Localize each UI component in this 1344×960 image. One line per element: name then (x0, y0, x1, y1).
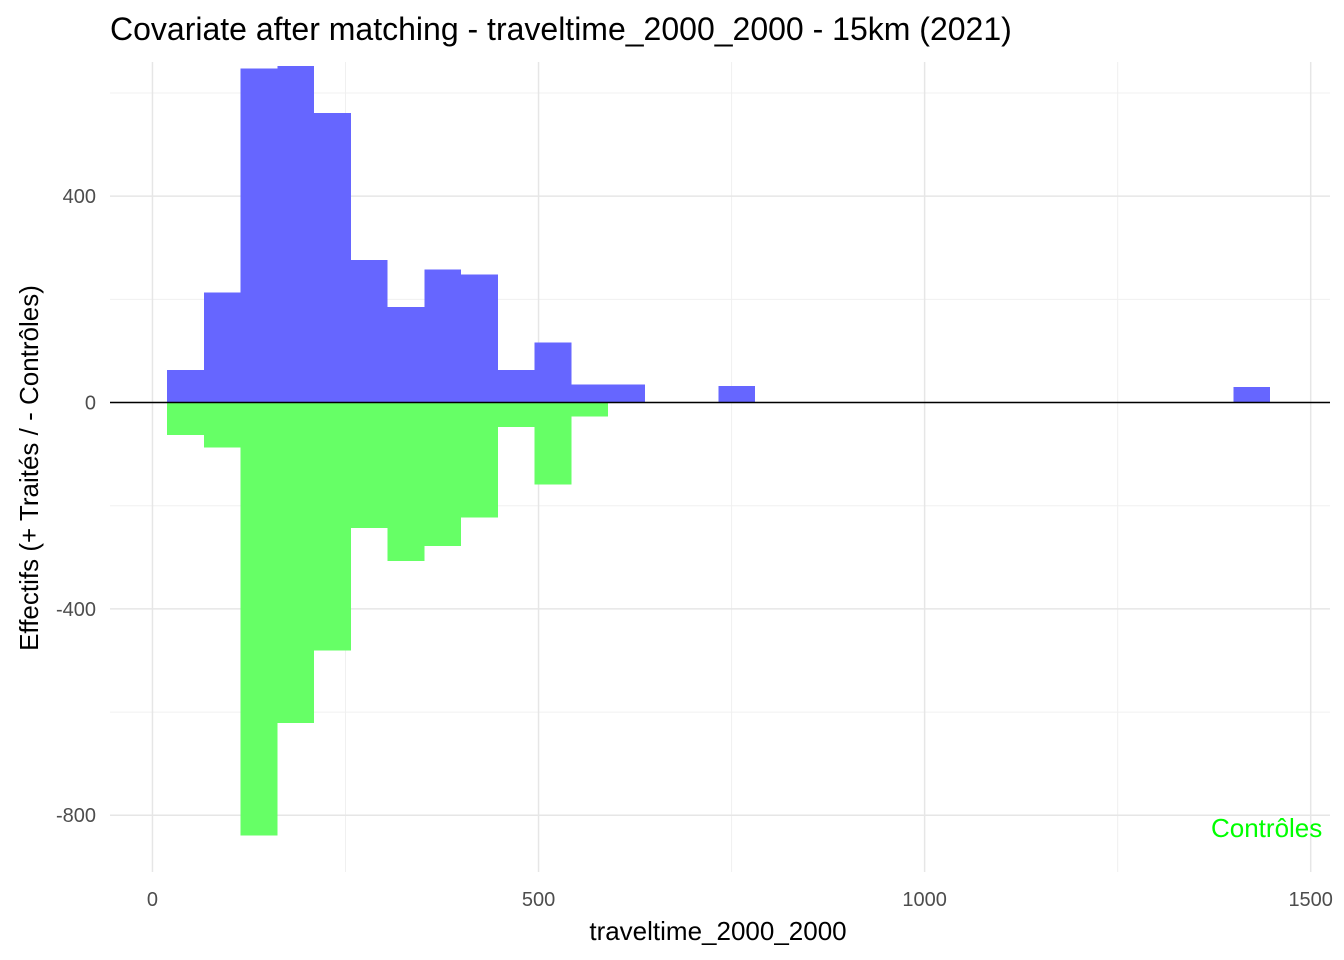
bar-controles (314, 402, 351, 651)
x-tick-label: 1500 (1288, 889, 1333, 911)
bar-traites (277, 66, 315, 403)
x-tick-label: 1000 (902, 889, 947, 911)
y-tick-labels: -800 -400 0 400 (56, 186, 96, 827)
bar-traites (497, 370, 535, 403)
bar-controles (240, 402, 278, 836)
bar-traites (350, 260, 388, 403)
bar-traites (571, 384, 609, 403)
x-tick-label: 500 (522, 889, 555, 911)
bar-controles (350, 402, 388, 528)
bar-controles (277, 402, 315, 723)
bar-traites (1233, 387, 1271, 403)
bar-traites (718, 386, 756, 403)
bar-traites (608, 384, 645, 403)
x-tick-labels: 0 500 1000 1500 (147, 889, 1333, 911)
y-tick-label: -800 (56, 805, 96, 827)
bar-controles (167, 402, 204, 436)
annotation-controles: Contrôles (1211, 813, 1322, 843)
bar-controles (497, 402, 535, 427)
y-tick-label: 400 (63, 186, 96, 208)
bar-controles (571, 402, 609, 417)
annotations: Contrôles (1211, 813, 1322, 843)
x-tick-label: 0 (147, 889, 158, 911)
bar-traites (424, 269, 462, 403)
bar-controles (534, 402, 572, 485)
bar-controles (424, 402, 462, 546)
bar-controles (387, 402, 425, 561)
bar-traites (240, 68, 278, 403)
bar-traites (534, 342, 572, 403)
bar-traites (461, 274, 498, 403)
y-axis-title: Effectifs (+ Traités / - Contrôles) (14, 285, 44, 651)
bar-controles (461, 402, 498, 518)
x-axis-title: traveltime_2000_2000 (589, 916, 846, 946)
bar-traites (203, 292, 241, 403)
y-tick-label: -400 (56, 599, 96, 621)
bar-traites (167, 370, 204, 403)
y-tick-label: 0 (85, 393, 96, 415)
bar-traites (314, 113, 351, 403)
bar-controles (203, 402, 241, 448)
chart-title: Covariate after matching - traveltime_20… (110, 11, 1012, 47)
bar-traites (387, 307, 425, 403)
bars (167, 66, 1271, 836)
